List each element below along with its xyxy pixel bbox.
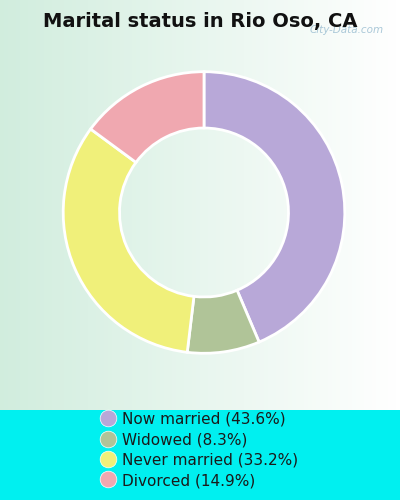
Text: Marital status in Rio Oso, CA: Marital status in Rio Oso, CA (43, 12, 357, 32)
Legend: Now married (43.6%), Widowed (8.3%), Never married (33.2%), Divorced (14.9%): Now married (43.6%), Widowed (8.3%), Nev… (94, 404, 306, 496)
Wedge shape (204, 72, 345, 342)
Wedge shape (63, 129, 194, 352)
Wedge shape (91, 72, 204, 162)
Text: City-Data.com: City-Data.com (310, 24, 384, 34)
Wedge shape (187, 290, 259, 354)
